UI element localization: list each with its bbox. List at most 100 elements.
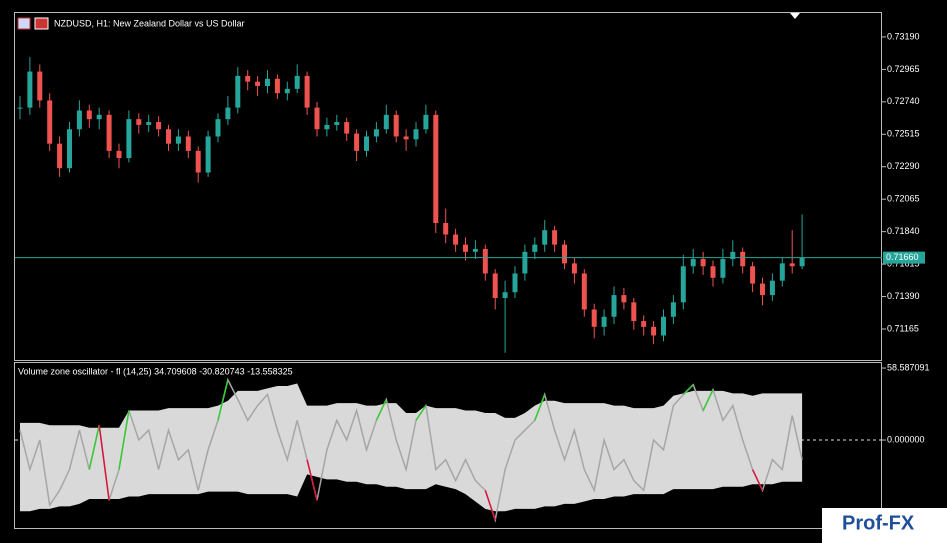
candle-body: [265, 78, 270, 86]
y-tick-label: 0.72965: [887, 64, 920, 74]
candle-body: [383, 114, 389, 130]
candle-body: [433, 114, 439, 223]
candle-body: [463, 244, 468, 252]
candle-body: [156, 122, 162, 130]
candle-body: [304, 75, 310, 108]
candle-body: [710, 266, 716, 278]
candle-body: [324, 124, 330, 130]
candle-body: [284, 88, 290, 94]
oscillator-signal: [118, 410, 130, 470]
candle-body: [195, 150, 201, 173]
candle-body: [364, 136, 369, 151]
candle-body: [314, 107, 320, 130]
candle-body: [245, 75, 251, 82]
oscillator-signal: [682, 384, 694, 396]
candle-body: [512, 273, 518, 293]
candle-body: [413, 129, 419, 140]
symbol-title: NZDUSD, H1: New Zealand Dollar vs US Dol…: [54, 18, 245, 28]
candle-body: [453, 234, 459, 245]
candle-body: [205, 136, 211, 173]
candle-body: [67, 129, 72, 169]
candle-body: [502, 292, 508, 298]
oscillator-signal: [88, 425, 100, 470]
candle-body: [225, 107, 231, 120]
candle-body: [750, 266, 756, 284]
candle-body: [651, 326, 657, 336]
candle-body: [86, 110, 92, 120]
candle-body: [720, 259, 726, 278]
current-price-label: 0.71660: [886, 252, 919, 262]
candle-body: [146, 122, 152, 125]
candle-body: [740, 251, 746, 267]
oscillator-signal: [415, 405, 427, 421]
y-tick-label: 0.73190: [887, 31, 920, 41]
shift-marker: [790, 13, 800, 19]
candle-body: [680, 266, 686, 303]
candle-body: [522, 251, 528, 274]
candle-body: [562, 244, 567, 264]
candle-body: [581, 273, 587, 310]
candle-body: [611, 295, 617, 317]
candle-body: [591, 309, 597, 327]
candle-body: [27, 71, 33, 108]
y-tick-label: 58.587091: [887, 362, 930, 372]
candle-body: [423, 114, 429, 130]
candle-body: [354, 133, 360, 151]
symbol-icon: [17, 17, 31, 30]
candle-body: [631, 302, 637, 322]
oscillator-signal: [534, 394, 546, 421]
y-tick-label: 0.000000: [887, 434, 925, 444]
candle-body: [690, 259, 696, 267]
y-tick-label: 0.72290: [887, 161, 920, 171]
watermark: Prof-FX: [842, 512, 915, 534]
candle-body: [166, 129, 171, 144]
candle-body: [601, 316, 607, 327]
candle-body: [670, 302, 676, 317]
candle-body: [136, 119, 142, 125]
candle-body: [789, 263, 795, 267]
candle-body: [106, 114, 112, 151]
candle-body: [492, 273, 498, 298]
y-tick-label: 0.71840: [887, 226, 920, 236]
oscillator-signal: [217, 379, 229, 421]
candle-body: [542, 230, 548, 245]
candle-body: [760, 283, 765, 296]
candle-body: [571, 263, 577, 274]
candle-body: [373, 129, 379, 137]
candle-body: [57, 143, 63, 169]
candle-body: [552, 230, 558, 245]
candle-body: [472, 248, 478, 252]
oscillator-signal: [484, 490, 496, 521]
oscillator-signal: [702, 389, 714, 411]
candle-body: [274, 78, 280, 94]
oscillator-signal: [98, 425, 110, 501]
candle-body: [96, 114, 102, 120]
candle-body: [532, 244, 538, 252]
candle-body: [443, 222, 449, 235]
candle-body: [403, 136, 409, 140]
candle-body: [47, 100, 53, 144]
candle-body: [185, 136, 191, 151]
candle-body: [730, 251, 736, 260]
y-tick-label: 0.71390: [887, 291, 920, 301]
indicator-title: Volume zone oscillator - fl (14,25) 34.7…: [18, 366, 293, 376]
candle-body: [76, 110, 82, 130]
candle-body: [769, 280, 775, 296]
oscillator-signal: [375, 399, 387, 421]
watermark-bg: [822, 508, 947, 543]
oscillator-line: [19, 377, 803, 523]
oscillator-panel: [14, 362, 882, 529]
candle-body: [235, 75, 241, 108]
candle-body: [116, 150, 122, 159]
candle-body: [482, 248, 488, 274]
candle-body: [779, 263, 785, 281]
candle-body: [700, 259, 706, 267]
candle-body: [37, 71, 43, 101]
candle-body: [255, 81, 261, 86]
candle-body: [334, 122, 340, 125]
candle-body: [393, 114, 399, 137]
candle-body: [799, 257, 805, 267]
price-panel: [14, 12, 882, 361]
candle-body: [641, 321, 647, 327]
flag-icon: [34, 17, 49, 30]
